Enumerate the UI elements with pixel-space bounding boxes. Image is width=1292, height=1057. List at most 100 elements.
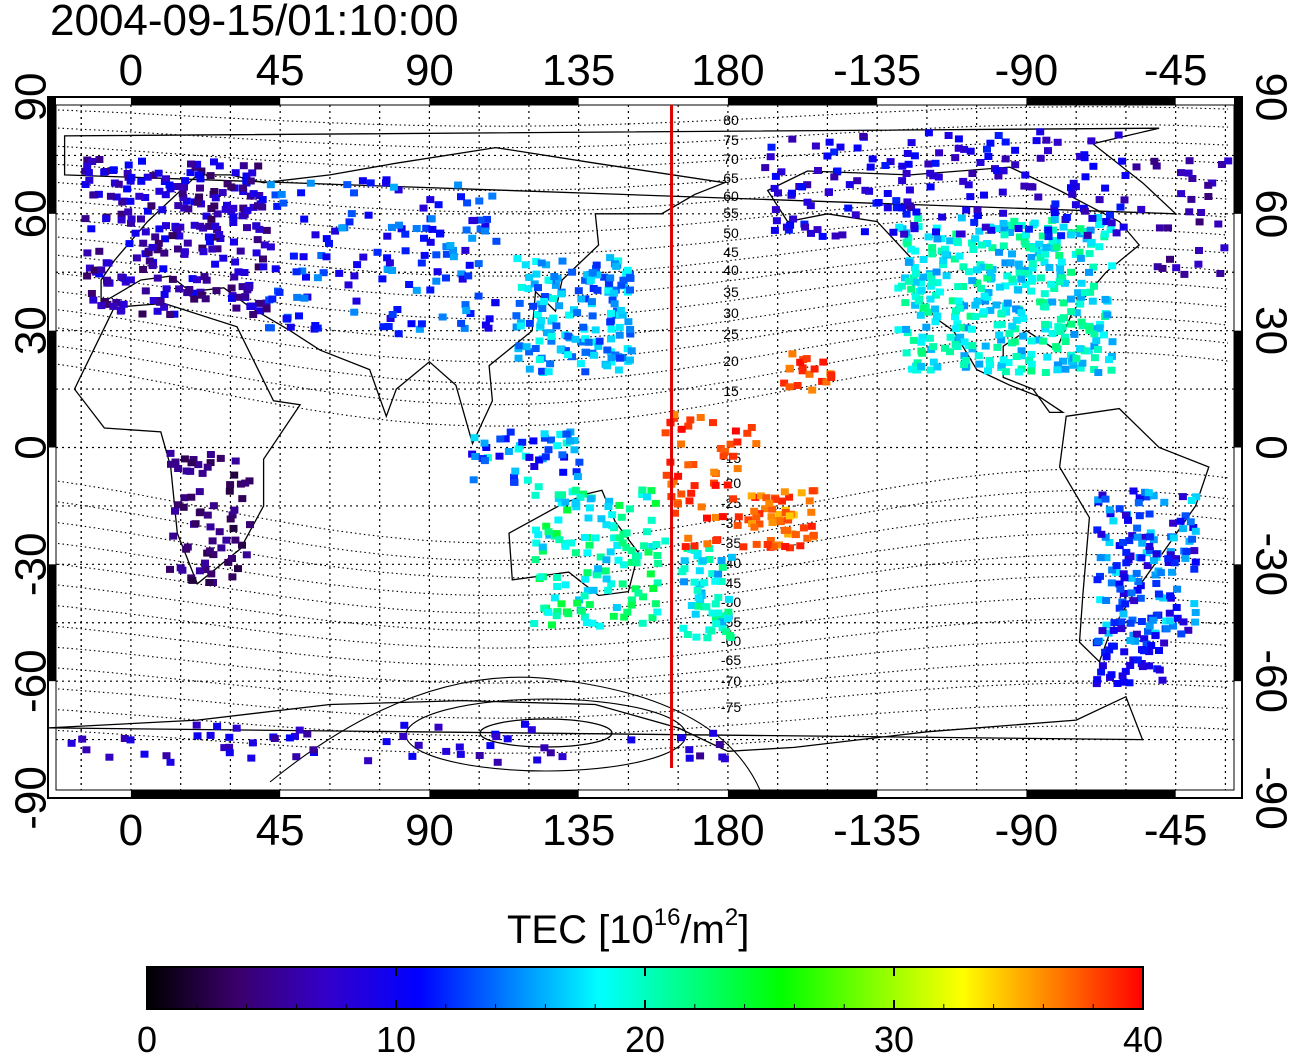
tec-cell — [394, 330, 403, 338]
tec-cell — [913, 359, 922, 367]
tec-cell — [1126, 552, 1135, 560]
tec-cell — [462, 307, 471, 314]
tec-cell — [909, 274, 918, 282]
tec-cell — [407, 320, 416, 328]
tec-cell — [1121, 600, 1130, 608]
tec-cell — [213, 722, 222, 730]
tec-cell — [156, 298, 165, 306]
tec-cell — [712, 614, 720, 621]
tec-cell — [1181, 554, 1190, 562]
right-tick-label: 30 — [1246, 306, 1292, 355]
tec-cell — [606, 548, 615, 556]
tec-cell — [973, 206, 982, 214]
tec-cell — [168, 275, 177, 283]
tec-cell — [552, 574, 561, 581]
frame-bar-bottom — [1026, 790, 1176, 798]
tec-cell — [1006, 259, 1015, 267]
tec-cell — [185, 286, 194, 293]
tec-cell — [259, 255, 267, 263]
tec-cell — [813, 226, 822, 234]
tec-cell — [174, 501, 183, 509]
tec-cell — [525, 348, 534, 356]
frame-bar-left — [48, 564, 56, 682]
tec-cell — [397, 225, 406, 233]
tec-cell — [992, 225, 1001, 233]
tec-cell — [195, 488, 204, 496]
tec-cell — [898, 162, 907, 170]
contour-label: 80 — [723, 112, 739, 128]
tec-cell — [1011, 161, 1020, 169]
tec-cell — [1025, 356, 1034, 364]
tec-cell — [1127, 574, 1136, 582]
tec-cell — [234, 565, 242, 573]
tec-cell — [1131, 637, 1139, 645]
tec-cell — [1145, 662, 1153, 670]
tec-cell — [359, 253, 368, 261]
tec-cell — [538, 547, 547, 555]
magnetic-contour-line — [57, 682, 1229, 719]
tec-cell — [910, 152, 919, 160]
tec-cell — [246, 521, 254, 529]
tec-cell — [187, 493, 196, 501]
tec-cell — [114, 180, 123, 188]
tec-cell — [1101, 648, 1110, 656]
tec-cell — [596, 553, 605, 561]
tec-cell — [1006, 229, 1014, 236]
tec-cell — [1072, 309, 1081, 317]
tec-cell — [256, 307, 265, 315]
tec-cell — [693, 586, 702, 594]
tec-cell — [1041, 250, 1049, 258]
contour-label: 45 — [723, 244, 739, 260]
tec-cell — [1036, 298, 1045, 306]
tec-cell — [197, 167, 206, 175]
tec-cell — [353, 261, 362, 269]
tec-cell — [270, 735, 279, 742]
tec-cell — [1043, 353, 1052, 361]
tec-cell — [1107, 579, 1116, 587]
tec-cell — [1220, 244, 1229, 252]
tec-cell — [1126, 637, 1135, 644]
tec-cell — [642, 528, 651, 536]
tec-cell — [242, 179, 251, 187]
tec-cell — [1059, 357, 1067, 365]
tec-cell — [999, 219, 1008, 227]
tec-cell — [506, 428, 515, 436]
tec-cell — [652, 541, 661, 548]
tec-cell — [211, 194, 220, 202]
tec-cell — [831, 232, 840, 240]
tec-cell — [530, 463, 539, 470]
tec-cell — [962, 206, 971, 214]
tec-cell — [442, 274, 450, 282]
tec-cell — [648, 614, 657, 622]
tec-cell — [162, 175, 170, 183]
tec-cell — [537, 317, 546, 324]
tec-cell — [950, 255, 959, 263]
tec-cell — [1224, 157, 1233, 165]
tec-cell — [1112, 562, 1121, 570]
tec-cell — [291, 732, 299, 740]
tec-cell — [953, 343, 962, 350]
tec-cell — [1004, 359, 1013, 366]
tec-cell — [170, 310, 179, 318]
tec-cell — [1100, 331, 1108, 339]
tec-cell — [1102, 554, 1111, 562]
tec-cell — [242, 172, 251, 180]
tec-cell — [241, 479, 250, 487]
tec-cell — [968, 342, 977, 350]
tec-cell — [586, 495, 595, 503]
tec-cell — [1085, 268, 1093, 276]
tec-cell — [84, 169, 93, 176]
tec-cell — [583, 271, 592, 279]
tec-cell — [492, 237, 501, 245]
tec-cell — [426, 196, 435, 204]
tec-cell — [198, 244, 207, 252]
tec-cell — [231, 536, 240, 544]
tec-cell — [149, 297, 158, 304]
tec-cell — [661, 537, 670, 545]
tec-cell — [951, 313, 959, 321]
tec-cell — [967, 325, 976, 333]
tec-cell — [297, 189, 306, 197]
tec-cell — [466, 310, 475, 317]
contour-label: 55 — [723, 205, 739, 221]
tec-cell — [680, 565, 689, 573]
